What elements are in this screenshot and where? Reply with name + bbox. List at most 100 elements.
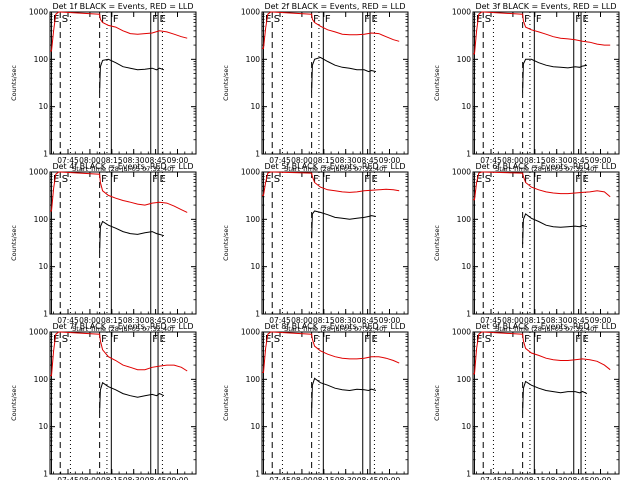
x-axis-label: Start Time (28-Jul-05 07:32:40) [284,165,386,173]
x-tick-label: 09:00 [379,156,401,165]
series-events [522,380,588,413]
x-tick-label: 08:15 [313,476,335,480]
marker-label: F [325,334,331,345]
x-axis-label: Start Time (28-Jul-05 07:32:40) [284,325,386,333]
panel-det-9: Det 9f BLACK = Events, RED = LLD 1 10 100 10… [433,322,620,480]
y-tick-label: 1 [466,150,471,159]
marker-label: F [364,334,370,345]
y-tick-label: 100 [34,215,49,224]
marker-label: F [536,174,542,185]
marker-label: F [152,174,158,185]
y-tick-label: 10 [250,422,260,431]
y-axis: 1 10 100 1000 [29,168,196,319]
x-tick-label: 08:00 [502,316,524,325]
y-tick-label: 1000 [452,8,471,17]
marker-label: E [53,334,59,345]
x-tick-label: 08:00 [79,316,101,325]
x-tick-label: 09:00 [590,316,612,325]
panel-det-7: Det 7f BLACK = Events, RED = LLD 1 10 100 10… [10,322,197,480]
series-events [311,377,377,413]
y-axis-label: Counts/sec [222,225,230,261]
y-tick-label: 100 [246,375,261,384]
plot-frame [49,171,197,315]
marker-label: F [575,334,581,345]
y-tick-label: 10 [38,102,48,111]
marker-label: E [160,174,166,185]
x-tick-label: 07:45 [57,476,79,480]
marker-label: F [536,14,542,25]
marker-label: E [160,334,166,345]
panel-det-8: Det 8f BLACK = Events, RED = LLD 1 10 100 10… [222,322,409,480]
x-tick-label: 08:30 [123,476,145,480]
series-events [522,213,588,245]
x-axis-label: Start Time (28-Jul-05 07:32:40) [72,165,174,173]
y-tick-label: 1000 [29,8,48,17]
x-tick-label: 08:45 [357,156,379,165]
panel-title: Det 4f BLACK = Events, RED = LLD [52,162,193,171]
marker-label: F [575,174,581,185]
panel-title: Det 2f BLACK = Events, RED = LLD [264,2,405,11]
x-tick-label: 08:00 [79,156,101,165]
x-tick-label: 07:45 [57,316,79,325]
panel-det-1: Det 1f BLACK = Events, RED = LLD 1 10 100 10… [10,2,197,173]
x-tick-label: 08:45 [357,316,379,325]
marker-label: F [113,14,119,25]
marker-label: S [62,334,68,345]
marker-label: S [62,14,68,25]
series-events [99,58,165,93]
x-tick-label: 08:30 [546,316,568,325]
marker-label: E [583,334,589,345]
x-tick-label: 09:00 [590,156,612,165]
y-tick-label: 1000 [29,328,48,337]
y-axis-label: Counts/sec [10,65,18,101]
panel-title: Det 8f BLACK = Events, RED = LLD [264,322,405,331]
marker-label: F [325,174,331,185]
x-tick-label: 08:45 [357,476,379,480]
marker-label: E [583,14,589,25]
x-tick-label: 08:15 [524,476,546,480]
panel-det-3: Det 3f BLACK = Events, RED = LLD 1 10 100 10… [433,2,620,173]
series-lld [473,11,611,55]
y-axis-label: Counts/sec [433,385,441,421]
y-tick-label: 100 [34,55,49,64]
x-tick-label: 08:15 [313,156,335,165]
y-tick-label: 100 [457,375,472,384]
x-axis-label: Start Time (28-Jul-05 07:32:40) [495,165,597,173]
y-tick-label: 1 [43,470,48,479]
panel-det-2: Det 2f BLACK = Events, RED = LLD 1 10 100 10… [222,2,409,173]
panel-det-4: Det 4f BLACK = Events, RED = LLD 1 10 100 10… [10,162,197,333]
marker-label: E [160,14,166,25]
y-tick-label: 100 [457,55,472,64]
x-tick-label: 08:00 [502,476,524,480]
x-tick-label: 08:30 [123,316,145,325]
y-axis: 1 10 100 1000 [241,8,408,159]
series-lld [50,171,188,213]
x-tick-label: 08:00 [79,476,101,480]
marker-label: F [152,334,158,345]
panel-title: Det 1f BLACK = Events, RED = LLD [52,2,193,11]
y-axis-label: Counts/sec [10,225,18,261]
y-tick-label: 100 [246,55,261,64]
plot-frame [261,11,409,155]
marker-label: S [485,334,491,345]
marker-label: E [53,14,59,25]
y-tick-label: 1000 [241,168,260,177]
plot-frame [472,171,620,315]
series-events [311,210,377,239]
y-axis-label: Counts/sec [433,65,441,101]
plot-frame [49,11,197,155]
x-tick-label: 09:00 [167,156,189,165]
y-axis: 1 10 100 1000 [29,8,196,159]
marker-label: F [364,174,370,185]
x-tick-label: 08:45 [568,156,590,165]
x-tick-label: 08:15 [524,156,546,165]
